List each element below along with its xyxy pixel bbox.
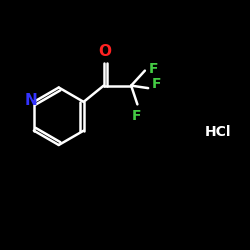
Text: F: F xyxy=(149,62,158,76)
Text: F: F xyxy=(132,109,141,123)
Text: F: F xyxy=(152,76,162,90)
Text: N: N xyxy=(24,93,37,108)
Text: O: O xyxy=(98,44,112,59)
Text: HCl: HCl xyxy=(204,126,231,140)
